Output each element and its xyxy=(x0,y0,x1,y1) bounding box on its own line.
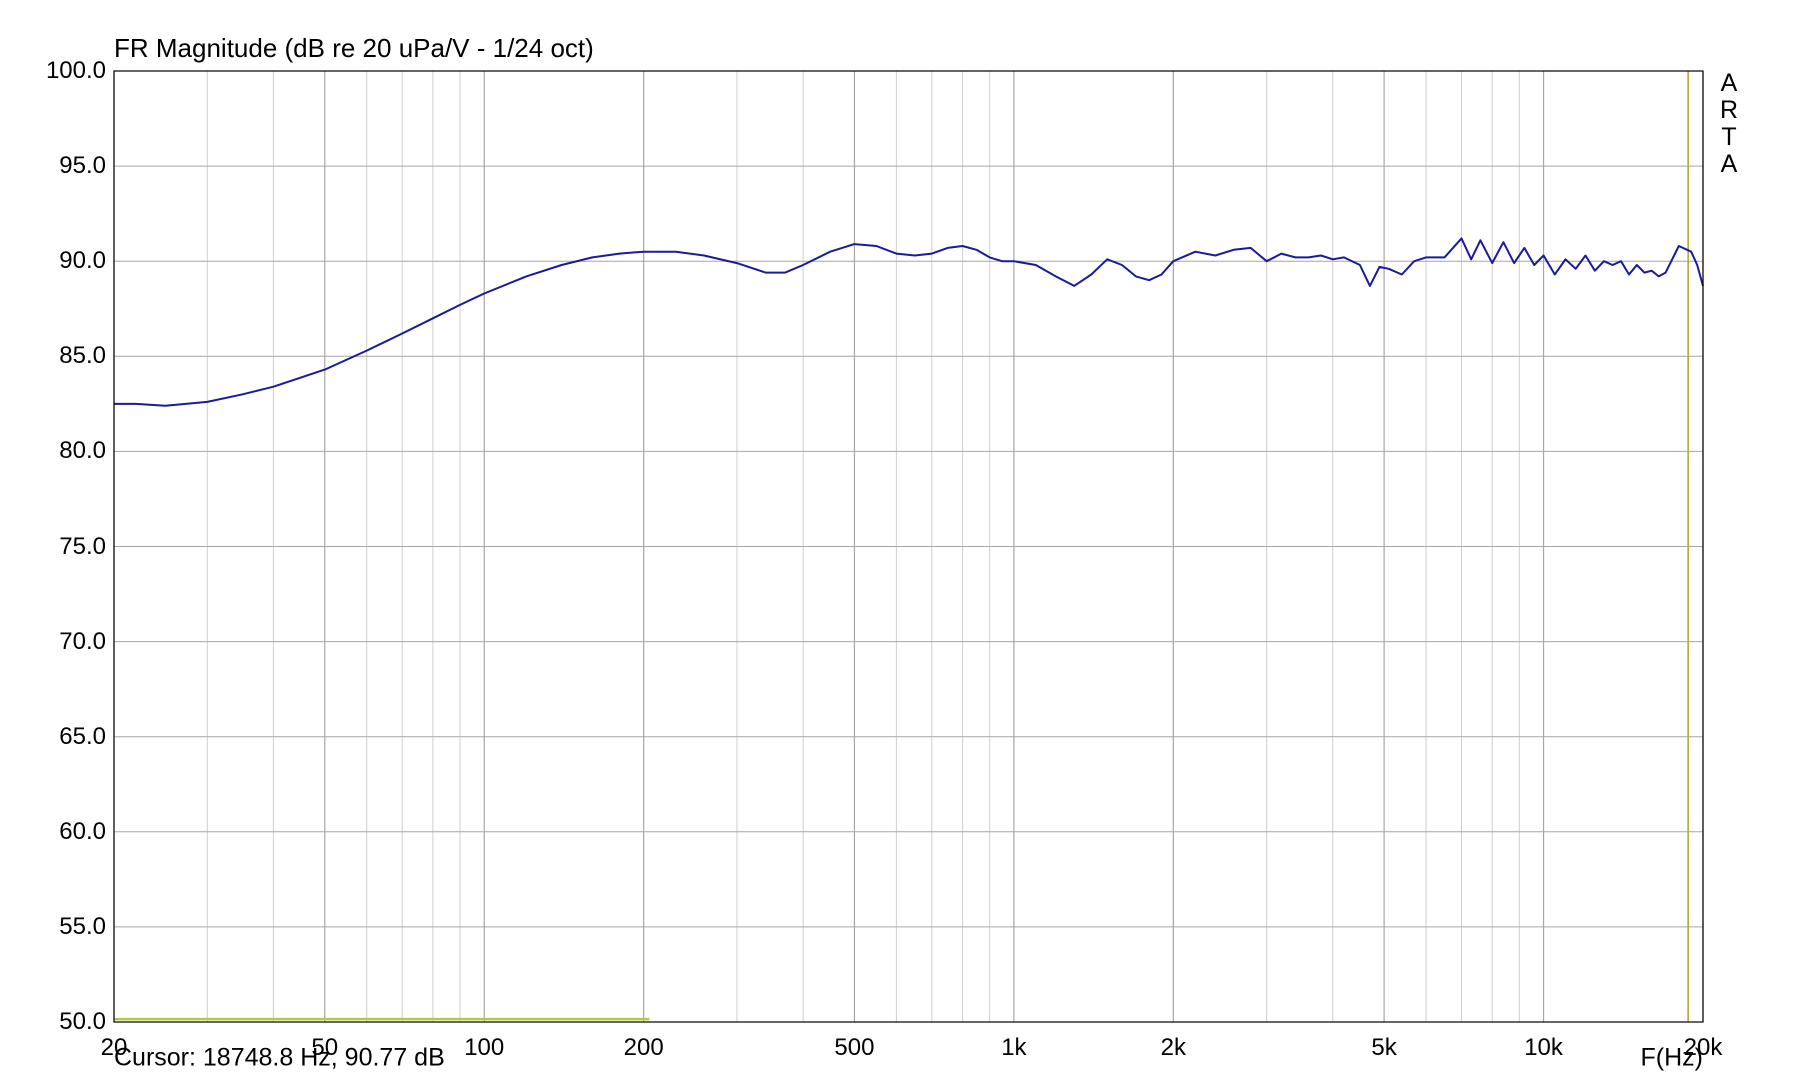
y-tick-label: 75.0 xyxy=(59,532,106,560)
x-tick-label: 500 xyxy=(834,1034,875,1061)
y-tick-label: 100.0 xyxy=(45,57,106,84)
x-tick-label: 5k xyxy=(1371,1034,1397,1061)
brand-letter: R xyxy=(1719,96,1739,124)
x-tick-label: 20 xyxy=(100,1034,128,1061)
y-tick-label: 55.0 xyxy=(59,912,106,940)
brand-letter: T xyxy=(1721,123,1737,151)
x-tick-label: 200 xyxy=(623,1034,664,1061)
y-tick-label: 50.0 xyxy=(59,1008,106,1035)
plot-border xyxy=(113,70,1704,1023)
y-tick-label: 80.0 xyxy=(59,437,106,465)
x-tick-label: 100 xyxy=(464,1034,505,1061)
x-tick-label: 10k xyxy=(1524,1034,1563,1061)
y-tick-label: 85.0 xyxy=(59,342,106,370)
brand-letter: A xyxy=(1720,150,1738,178)
y-tick-label: 70.0 xyxy=(59,627,106,655)
x-tick-label: 2k xyxy=(1160,1034,1187,1061)
y-tick-label: 95.0 xyxy=(59,152,106,180)
y-tick-label: 65.0 xyxy=(59,722,106,750)
x-tick-label: 20k xyxy=(1683,1034,1723,1061)
x-tick-label: 1k xyxy=(1001,1034,1027,1061)
series-line xyxy=(114,237,1704,407)
y-tick-label: 60.0 xyxy=(59,817,106,845)
y-tick-label: 90.0 xyxy=(59,247,106,275)
x-axis-label: F(Hz) xyxy=(1640,1043,1703,1072)
brand-label: A R T A xyxy=(1718,70,1740,178)
brand-letter: A xyxy=(1720,69,1738,97)
cursor-readout: Cursor: 18748.8 Hz, 90.77 dB xyxy=(114,1043,445,1072)
chart-title: FR Magnitude (dB re 20 uPa/V - 1/24 oct) xyxy=(114,33,594,63)
x-tick-label: 50 xyxy=(311,1034,339,1061)
